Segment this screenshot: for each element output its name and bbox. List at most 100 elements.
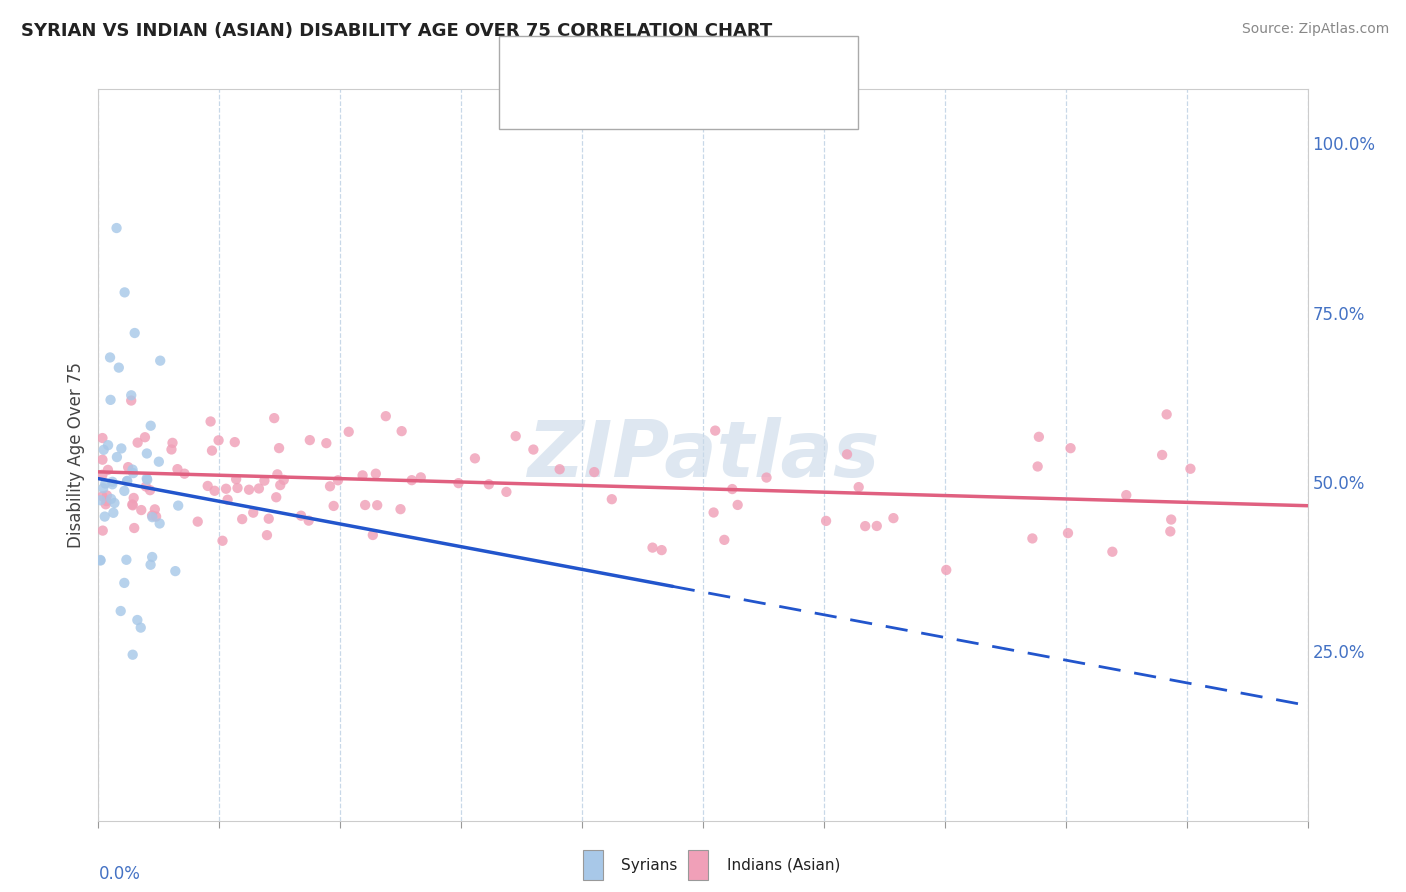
Point — [290, 508, 312, 523]
Point — [129, 621, 152, 635]
Point — [129, 503, 152, 517]
Point — [464, 451, 486, 466]
Point — [91, 467, 114, 482]
Point — [224, 435, 246, 450]
Point — [247, 482, 270, 496]
Point — [1059, 441, 1081, 455]
Point — [100, 392, 122, 407]
Point — [143, 502, 166, 516]
Point — [204, 483, 226, 498]
Point — [187, 515, 209, 529]
Text: 0.0%: 0.0% — [98, 864, 141, 882]
Point — [117, 460, 139, 475]
Point — [127, 435, 149, 450]
Point — [267, 441, 290, 455]
Point — [165, 564, 187, 578]
Point — [91, 452, 114, 467]
Point — [721, 482, 744, 496]
Point — [361, 528, 384, 542]
Point — [478, 477, 501, 491]
Point — [337, 425, 360, 439]
Point — [98, 351, 121, 365]
Point — [1152, 448, 1174, 462]
Point — [200, 415, 222, 429]
Point — [352, 468, 374, 483]
Point — [112, 483, 135, 498]
Point — [89, 553, 111, 567]
Point — [600, 492, 623, 507]
Point — [391, 424, 413, 438]
Point — [1101, 545, 1123, 559]
Point — [225, 472, 247, 486]
Point — [713, 533, 735, 547]
Point — [96, 494, 118, 508]
Text: -0.118: -0.118 — [596, 101, 655, 119]
Point — [298, 514, 321, 528]
Point — [298, 433, 321, 447]
Text: SYRIAN VS INDIAN (ASIAN) DISABILITY AGE OVER 75 CORRELATION CHART: SYRIAN VS INDIAN (ASIAN) DISABILITY AGE … — [21, 22, 772, 40]
Text: N =: N = — [664, 101, 700, 119]
Point — [364, 467, 387, 481]
Point — [103, 506, 125, 520]
Text: R =: R = — [553, 52, 589, 70]
Point — [269, 478, 291, 492]
Point — [935, 563, 957, 577]
Point — [122, 521, 145, 535]
Point — [374, 409, 396, 424]
Text: N =: N = — [664, 52, 700, 70]
Point — [755, 470, 778, 484]
Point — [122, 466, 145, 480]
Point — [1057, 526, 1080, 541]
Point — [231, 512, 253, 526]
Point — [401, 473, 423, 487]
Text: 45: 45 — [703, 52, 725, 70]
Point — [703, 506, 725, 520]
Point — [389, 502, 412, 516]
Point — [409, 470, 432, 484]
Point — [100, 491, 122, 506]
Text: R =: R = — [553, 101, 589, 119]
Point — [315, 436, 337, 450]
Point — [727, 498, 749, 512]
Point — [211, 533, 233, 548]
Point — [91, 431, 114, 445]
Point — [101, 477, 124, 491]
Y-axis label: Disability Age Over 75: Disability Age Over 75 — [66, 362, 84, 548]
Point — [641, 541, 664, 555]
Point — [238, 483, 260, 497]
Point — [505, 429, 527, 443]
Point — [148, 455, 170, 469]
Point — [97, 463, 120, 477]
Point — [704, 424, 727, 438]
Point — [135, 446, 157, 460]
Text: ZIPatlas: ZIPatlas — [527, 417, 879, 493]
Point — [120, 388, 142, 402]
Text: -0.147: -0.147 — [596, 52, 655, 70]
Point — [242, 506, 264, 520]
Point — [1159, 524, 1181, 539]
Point — [134, 430, 156, 444]
Point — [121, 498, 143, 512]
Point — [94, 476, 117, 491]
Point — [141, 549, 163, 564]
Point — [121, 462, 143, 476]
Point — [110, 604, 132, 618]
Point — [256, 528, 278, 542]
Point — [197, 479, 219, 493]
Text: Syrians: Syrians — [621, 858, 678, 872]
Point — [121, 648, 143, 662]
Point — [121, 498, 143, 512]
Point — [1021, 532, 1043, 546]
Point — [145, 509, 167, 524]
Point — [253, 474, 276, 488]
Point — [89, 553, 111, 567]
Point — [548, 462, 571, 476]
Point — [366, 498, 388, 512]
Point — [882, 511, 904, 525]
Point — [105, 221, 128, 235]
Point — [124, 326, 146, 340]
Point — [112, 575, 135, 590]
Point — [1156, 408, 1178, 422]
Text: 106: 106 — [703, 101, 738, 119]
Point — [835, 447, 858, 461]
